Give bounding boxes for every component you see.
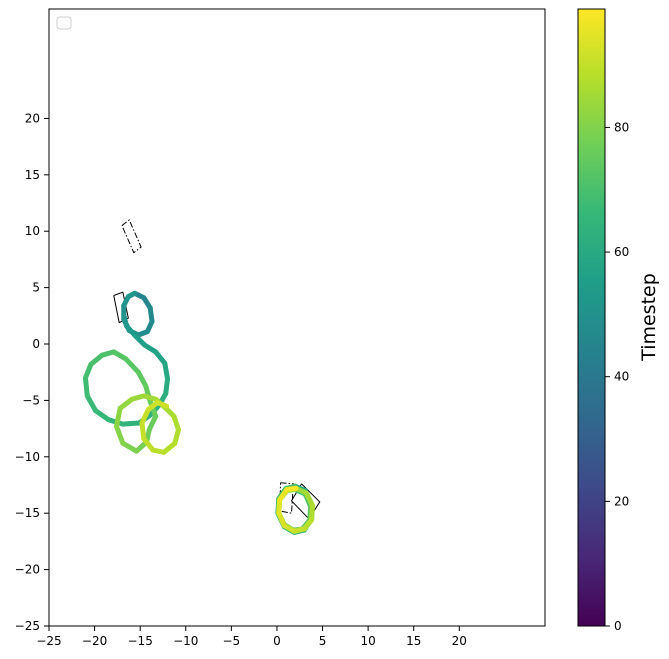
colorbar-ticks: 0 20 40 60 80 <box>605 120 629 633</box>
y-tick-label: −15 <box>15 506 40 520</box>
y-tick-label: −20 <box>15 563 40 577</box>
trajectory-segment <box>135 369 149 389</box>
vehicle-outline <box>279 482 294 514</box>
trajectory-series-path <box>139 400 181 455</box>
plot-area: −25 −20 −15 −10 −5 0 5 10 15 20 −25 −20 −15 −10 −5 0 5 1… <box>15 8 546 648</box>
y-tick-label: 15 <box>25 168 40 182</box>
trajectory-segment <box>84 393 98 414</box>
x-tick-label: 20 <box>452 634 467 648</box>
colorbar-tick-label: 40 <box>614 370 629 384</box>
colorbar-tick-label: 60 <box>614 245 629 259</box>
plot-background <box>49 9 545 626</box>
vehicle-outline <box>121 219 142 254</box>
y-tick-label: −10 <box>15 450 40 464</box>
x-tick-label: −10 <box>173 634 198 648</box>
x-tick-label: 15 <box>406 634 421 648</box>
x-tick-label: −5 <box>223 634 241 648</box>
trajectory-segment <box>93 408 111 423</box>
trajectory-segment <box>113 405 123 429</box>
trajectory-series-path <box>276 485 315 534</box>
plot-frame <box>48 8 546 627</box>
x-tick-label: −25 <box>36 634 61 648</box>
trajectory-segment <box>123 356 141 375</box>
x-tick-label: −15 <box>128 634 153 648</box>
y-axis: −25 −20 −15 −10 −5 0 5 10 15 20 <box>15 111 49 633</box>
trajectory-segment <box>125 290 138 300</box>
trajectory-segment <box>162 360 171 382</box>
trajectory-segment <box>120 440 140 454</box>
colorbar-tick-label: 0 <box>614 619 622 633</box>
y-tick-label: 10 <box>25 224 40 238</box>
trajectory-segment <box>113 423 126 446</box>
x-tick-label: −20 <box>82 634 107 648</box>
colorbar-gradient <box>577 8 606 627</box>
x-axis: −25 −20 −15 −10 −5 0 5 10 15 20 <box>36 626 467 648</box>
trajectory-segment <box>82 375 90 399</box>
y-tick-label: −25 <box>15 619 40 633</box>
x-tick-label: 5 <box>319 634 327 648</box>
trajectory-series-path <box>121 312 171 408</box>
legend-box <box>56 16 72 30</box>
colorbar-tick-label: 80 <box>614 120 629 134</box>
trajectory-segment <box>120 420 142 427</box>
y-tick-label: 20 <box>25 111 40 125</box>
colorbar: 0 20 40 60 80 Timestep <box>577 8 660 633</box>
y-tick-label: 5 <box>32 281 40 295</box>
trajectory-segment <box>139 420 147 442</box>
vehicle-outline <box>113 291 129 324</box>
y-tick-label: −5 <box>22 393 40 407</box>
colorbar-label: Timestep <box>638 273 660 362</box>
x-tick-label: 0 <box>273 634 281 648</box>
trajectory-segment <box>155 400 170 409</box>
x-tick-label: 10 <box>360 634 375 648</box>
y-tick-label: 0 <box>32 337 40 351</box>
trajectory-segment <box>284 485 299 493</box>
trajectory-series <box>82 290 315 535</box>
colorbar-tick-label: 20 <box>614 494 629 508</box>
